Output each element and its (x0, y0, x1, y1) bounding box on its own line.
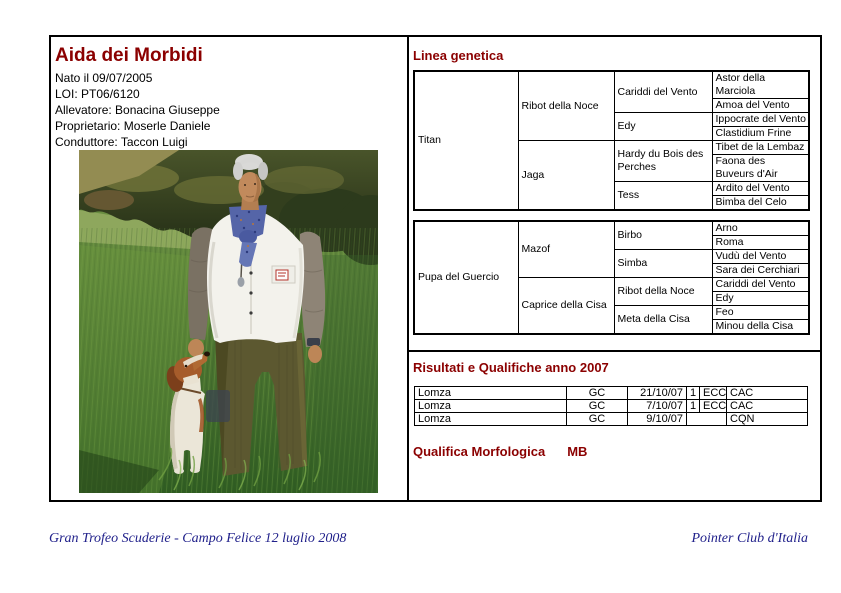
pedigree-cell: Sara dei Cerchiari (711, 263, 810, 278)
page-box: Aida dei Morbidi Nato il 09/07/2005 LOI:… (49, 35, 822, 502)
pedigree-cell: Ribot della Noce (613, 277, 713, 306)
pedigree-panel: Linea genetica Titan Ribot della Noce Ca… (409, 37, 820, 500)
pedigree-cell: Tess (613, 181, 713, 211)
result-cell: 1 (686, 399, 700, 413)
pedigree-cell: Minou della Cisa (711, 319, 810, 335)
pedigree-cell: Edy (613, 112, 713, 141)
result-cell: CAC (726, 399, 808, 413)
section-heading-risultati: Risultati e Qualifiche anno 2007 (413, 360, 609, 375)
qualifica-morfologica: Qualifica Morfologica MB (413, 444, 587, 459)
result-cell: 21/10/07 (627, 386, 687, 400)
pedigree-cell: Ardito del Vento (711, 181, 810, 196)
pedigree-cell: Cariddi del Vento (613, 70, 713, 113)
pedigree-cell: Clastidium Frine (711, 126, 810, 141)
pedigree-cell: Jaga (517, 140, 615, 211)
result-cell: CAC (726, 386, 808, 400)
dog-detail-line: Proprietario: Moserle Daniele (55, 119, 211, 133)
pedigree-cell: Caprice della Cisa (517, 277, 615, 335)
result-cell (686, 412, 727, 426)
pedigree-cell: Arno (711, 220, 810, 236)
result-row: Lomza GC 21/10/07 1 ECC CAC (414, 386, 808, 400)
dog-details: Nato il 09/07/2005 LOI: PT06/6120 Alleva… (55, 70, 407, 150)
pedigree-cell: Simba (613, 249, 713, 278)
result-cell: GC (566, 386, 628, 400)
dog-detail-line: Conduttore: Taccon Luigi (55, 135, 188, 149)
result-cell: CQN (726, 412, 808, 426)
section-divider (409, 350, 820, 352)
qualifica-value: MB (567, 444, 588, 459)
result-cell: Lomza (414, 412, 567, 426)
pedigree-cell: Cariddi del Vento (711, 277, 810, 292)
pedigree-cell: Mazof (517, 220, 615, 278)
pedigree-cell: Birbo (613, 220, 713, 250)
dog-detail-line: LOI: PT06/6120 (55, 87, 140, 101)
pedigree-cell: Amoa del Vento (711, 98, 810, 113)
result-cell: GC (566, 412, 628, 426)
pedigree-cell: Faona des Buveurs d'Air (711, 154, 810, 182)
pedigree-cell: Vudù del Vento (711, 249, 810, 264)
pedigree-cell: Meta della Cisa (613, 305, 713, 335)
qualifica-label: Qualifica Morfologica (413, 444, 546, 459)
result-row: Lomza GC 7/10/07 1 ECC CAC (414, 399, 808, 413)
result-cell: ECC (699, 386, 727, 400)
dog-photo (79, 150, 378, 493)
result-cell: GC (566, 399, 628, 413)
pedigree-cell: Tibet de la Lembaz (711, 140, 810, 155)
panel-divider (407, 37, 409, 500)
footer-event-title: Gran Trofeo Scuderie - Campo Felice 12 l… (49, 531, 347, 546)
pedigree-cell: Pupa del Guercio (413, 220, 519, 335)
result-cell: 7/10/07 (627, 399, 687, 413)
dog-detail-line: Nato il 09/07/2005 (55, 71, 153, 85)
pedigree-cell: Astor della Marciola (711, 70, 810, 99)
result-cell: Lomza (414, 399, 567, 413)
pedigree-cell: Ribot della Noce (517, 70, 615, 141)
result-cell: Lomza (414, 386, 567, 400)
pedigree-cell: Edy (711, 291, 810, 306)
page-footer: Gran Trofeo Scuderie - Campo Felice 12 l… (49, 530, 822, 547)
page-title: Aida dei Morbidi (55, 45, 203, 66)
pedigree-cell: Hardy du Bois des Perches (613, 140, 713, 182)
result-cell: ECC (699, 399, 727, 413)
pedigree-cell: Ippocrate del Vento (711, 112, 810, 127)
pedigree-cell: Titan (413, 70, 519, 211)
section-heading-linea-genetica: Linea genetica (413, 48, 504, 63)
result-cell: 9/10/07 (627, 412, 687, 426)
dog-detail-line: Allevatore: Bonacina Giuseppe (55, 103, 220, 117)
pedigree-cell: Feo (711, 305, 810, 320)
pedigree-table-sire: Titan Ribot della Noce Cariddi del Vento… (413, 70, 810, 211)
pedigree-cell: Bimba del Celo (711, 195, 810, 211)
result-row: Lomza GC 9/10/07 CQN (414, 412, 808, 426)
dog-info-panel: Aida dei Morbidi Nato il 09/07/2005 LOI:… (51, 37, 407, 500)
results-table: Lomza GC 21/10/07 1 ECC CAC Lomza GC 7/1… (414, 386, 808, 426)
pedigree-table-dam: Pupa del Guercio Mazof Birbo Arno Roma S… (413, 220, 810, 335)
result-cell: 1 (686, 386, 700, 400)
pedigree-cell: Roma (711, 235, 810, 250)
footer-club-name: Pointer Club d'Italia (691, 531, 808, 546)
